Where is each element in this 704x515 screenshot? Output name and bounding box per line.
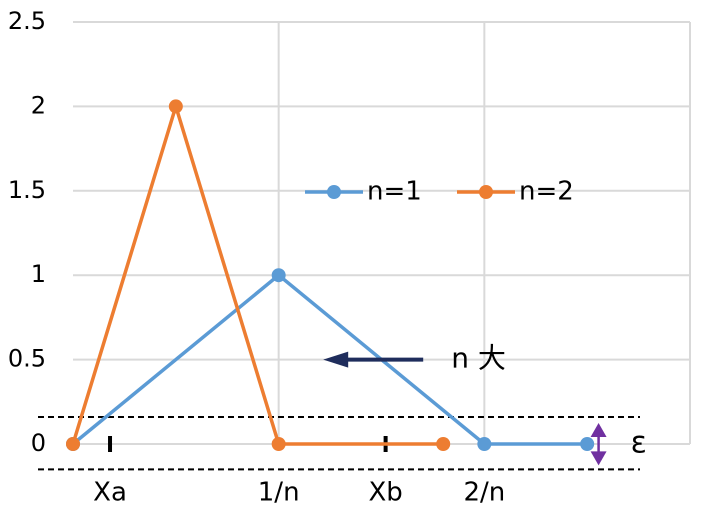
data-point [271,268,286,283]
legend-marker [327,185,341,199]
y-tick-label: 2 [31,91,46,119]
x-tick-label: 2/n [463,478,505,508]
legend-label: n=1 [367,177,422,207]
y-tick-label: 0 [31,429,46,457]
epsilon-arrow-head [590,451,607,466]
y-tick-label: 1.5 [8,176,46,204]
annotation: ε [631,426,647,461]
legend-label: n=2 [519,177,574,207]
y-tick-label: 0.5 [8,345,46,373]
legend-marker [479,185,493,199]
y-tick-label: 1 [31,260,46,288]
y-tick-label: 2.5 [8,7,46,35]
arrow-head [323,351,349,368]
data-point [271,437,286,451]
data-point [168,99,183,114]
epsilon-arrow-head [590,422,607,437]
data-point [66,437,80,451]
data-point [436,437,451,451]
annotation: n 大 [451,342,506,375]
x-tick-label: Xb [368,478,402,508]
series-line [71,100,444,446]
data-point [477,437,492,451]
x-tick-label: 1/n [258,478,300,508]
data-point [580,437,595,451]
x-tick-label: Xa [93,478,127,508]
